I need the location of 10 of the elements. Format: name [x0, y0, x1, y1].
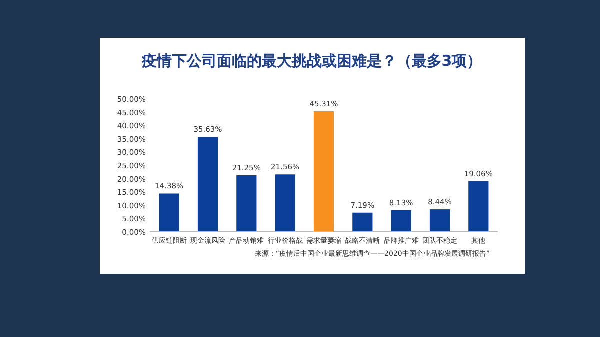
bar	[198, 137, 218, 232]
bar	[275, 174, 296, 232]
bar	[159, 194, 180, 232]
bar	[352, 212, 373, 232]
bar	[391, 210, 412, 232]
bar	[468, 181, 489, 232]
bar	[236, 175, 257, 232]
bar	[314, 111, 334, 232]
chart-title: 疫情下公司面临的最大挑战或困难是？（最多3项）	[140, 52, 482, 70]
bar	[430, 210, 450, 232]
